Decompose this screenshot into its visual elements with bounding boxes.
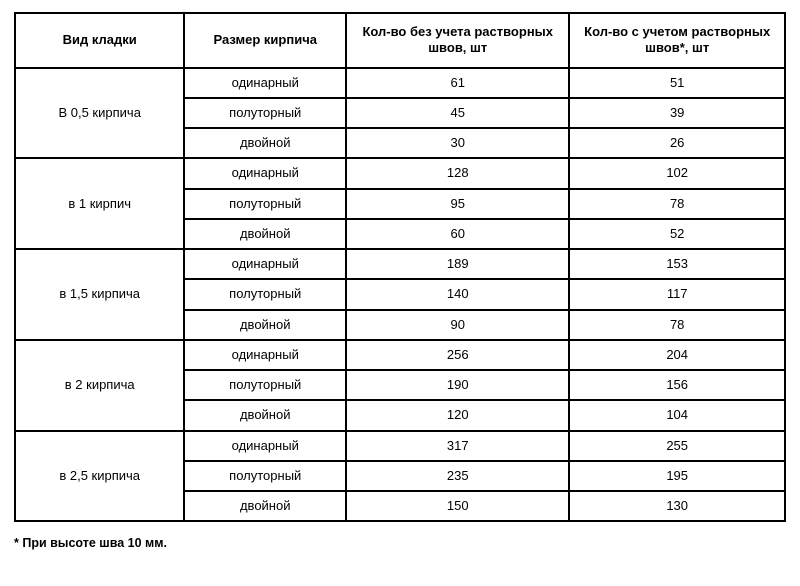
cell-size: двойной <box>184 491 346 521</box>
col-header-no-joint: Кол-во без учета растворных швов, шт <box>346 13 569 68</box>
cell-size: двойной <box>184 128 346 158</box>
footnote: * При высоте шва 10 мм. <box>14 536 786 550</box>
cell-with-joint: 204 <box>569 340 785 370</box>
brick-table: Вид кладки Размер кирпича Кол-во без уче… <box>14 12 786 522</box>
page: Вид кладки Размер кирпича Кол-во без уче… <box>0 0 800 560</box>
cell-no-joint: 120 <box>346 400 569 430</box>
table-row: в 2,5 кирпичаодинарный317255 <box>15 431 785 461</box>
cell-with-joint: 78 <box>569 310 785 340</box>
cell-no-joint: 256 <box>346 340 569 370</box>
cell-with-joint: 26 <box>569 128 785 158</box>
cell-with-joint: 156 <box>569 370 785 400</box>
cell-size: полуторный <box>184 279 346 309</box>
cell-with-joint: 52 <box>569 219 785 249</box>
group-cell: в 1,5 кирпича <box>15 249 184 340</box>
col-header-type: Вид кладки <box>15 13 184 68</box>
cell-size: полуторный <box>184 461 346 491</box>
table-head: Вид кладки Размер кирпича Кол-во без уче… <box>15 13 785 68</box>
cell-size: одинарный <box>184 68 346 98</box>
group-cell: В 0,5 кирпича <box>15 68 184 159</box>
cell-no-joint: 150 <box>346 491 569 521</box>
cell-size: полуторный <box>184 370 346 400</box>
cell-no-joint: 235 <box>346 461 569 491</box>
cell-size: одинарный <box>184 249 346 279</box>
cell-with-joint: 195 <box>569 461 785 491</box>
cell-size: двойной <box>184 219 346 249</box>
group-cell: в 1 кирпич <box>15 158 184 249</box>
cell-size: одинарный <box>184 431 346 461</box>
table-header-row: Вид кладки Размер кирпича Кол-во без уче… <box>15 13 785 68</box>
cell-with-joint: 117 <box>569 279 785 309</box>
table-row: В 0,5 кирпичаодинарный6151 <box>15 68 785 98</box>
table-row: в 1,5 кирпичаодинарный189153 <box>15 249 785 279</box>
cell-with-joint: 51 <box>569 68 785 98</box>
table-row: в 1 кирпичодинарный128102 <box>15 158 785 188</box>
cell-with-joint: 78 <box>569 189 785 219</box>
cell-size: одинарный <box>184 158 346 188</box>
col-header-size: Размер кирпича <box>184 13 346 68</box>
cell-size: полуторный <box>184 189 346 219</box>
cell-no-joint: 90 <box>346 310 569 340</box>
cell-with-joint: 104 <box>569 400 785 430</box>
cell-no-joint: 30 <box>346 128 569 158</box>
col-header-with-joint: Кол-во с учетом растворных швов*, шт <box>569 13 785 68</box>
cell-with-joint: 39 <box>569 98 785 128</box>
cell-size: одинарный <box>184 340 346 370</box>
cell-no-joint: 45 <box>346 98 569 128</box>
cell-no-joint: 128 <box>346 158 569 188</box>
cell-with-joint: 153 <box>569 249 785 279</box>
group-cell: в 2,5 кирпича <box>15 431 184 522</box>
table-body: В 0,5 кирпичаодинарный6151полуторный4539… <box>15 68 785 522</box>
cell-with-joint: 102 <box>569 158 785 188</box>
cell-no-joint: 189 <box>346 249 569 279</box>
cell-size: двойной <box>184 310 346 340</box>
cell-no-joint: 190 <box>346 370 569 400</box>
cell-no-joint: 95 <box>346 189 569 219</box>
cell-size: двойной <box>184 400 346 430</box>
cell-size: полуторный <box>184 98 346 128</box>
cell-no-joint: 61 <box>346 68 569 98</box>
group-cell: в 2 кирпича <box>15 340 184 431</box>
cell-with-joint: 255 <box>569 431 785 461</box>
cell-no-joint: 140 <box>346 279 569 309</box>
cell-with-joint: 130 <box>569 491 785 521</box>
cell-no-joint: 317 <box>346 431 569 461</box>
cell-no-joint: 60 <box>346 219 569 249</box>
table-row: в 2 кирпичаодинарный256204 <box>15 340 785 370</box>
